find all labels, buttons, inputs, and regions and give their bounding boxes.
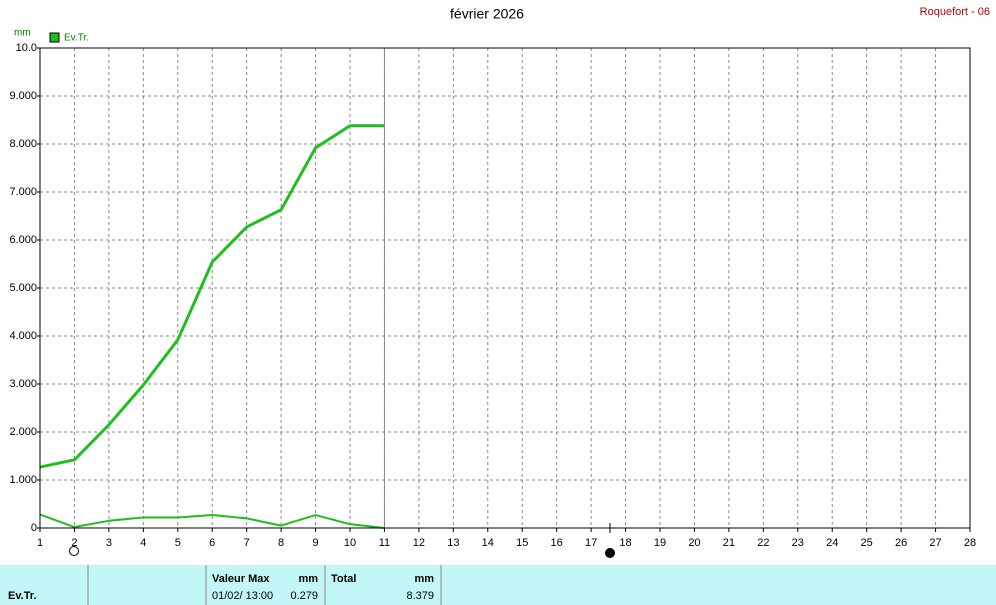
y-tick-label: 5.000	[9, 282, 37, 294]
x-tick-label: 17	[585, 537, 597, 549]
max-value: 0.279	[290, 590, 318, 602]
x-tick-label: 15	[516, 537, 528, 549]
x-tick-label: 24	[826, 537, 838, 549]
x-tick-label: 12	[413, 537, 425, 549]
x-tick-label: 27	[929, 537, 941, 549]
x-tick-label: 26	[895, 537, 907, 549]
y-tick-label: 0	[31, 522, 37, 534]
x-tick-label: 2	[71, 537, 77, 549]
x-tick-label: 5	[175, 537, 181, 549]
max-header: Valeur Max	[212, 573, 270, 585]
total-header: Total	[331, 573, 356, 585]
legend-swatch	[49, 32, 60, 43]
x-tick-label: 4	[140, 537, 146, 549]
x-tick-label: 6	[209, 537, 215, 549]
y-unit: mm	[14, 28, 31, 39]
x-tick-label: 7	[244, 537, 250, 549]
y-tick-label: 6.000	[9, 234, 37, 246]
total-value: 8.379	[406, 590, 434, 602]
y-tick-label: 3.000	[9, 378, 37, 390]
moon-icon	[605, 548, 615, 558]
row-label: Ev.Tr.	[8, 590, 37, 602]
max-unit: mm	[298, 573, 318, 585]
x-tick-label: 3	[106, 537, 112, 549]
max-date: 01/02/ 13:00	[212, 590, 273, 602]
x-tick-label: 28	[964, 537, 976, 549]
y-tick-label: 9.000	[9, 90, 37, 102]
chart-title: février 2026	[450, 6, 524, 22]
x-tick-label: 22	[757, 537, 769, 549]
total-unit: mm	[414, 573, 434, 585]
x-tick-label: 21	[723, 537, 735, 549]
summary-bar	[0, 565, 996, 605]
y-tick-label: 4.000	[9, 330, 37, 342]
plot-border	[39, 47, 971, 529]
x-tick-label: 14	[482, 537, 494, 549]
x-tick-label: 25	[861, 537, 873, 549]
x-tick-label: 8	[278, 537, 284, 549]
legend-label: Ev.Tr.	[64, 33, 89, 44]
x-tick-label: 16	[551, 537, 563, 549]
x-tick-label: 20	[688, 537, 700, 549]
x-tick-label: 18	[619, 537, 631, 549]
y-tick-label: 8.000	[9, 138, 37, 150]
x-tick-label: 9	[312, 537, 318, 549]
y-tick-label: 10.0	[16, 42, 37, 54]
series-line	[39, 513, 385, 529]
moon-icon	[69, 546, 79, 556]
x-tick-label: 1	[37, 537, 43, 549]
x-tick-label: 13	[447, 537, 459, 549]
x-tick-label: 19	[654, 537, 666, 549]
y-tick-label: 1.000	[9, 474, 37, 486]
x-tick-label: 10	[344, 537, 356, 549]
y-tick-label: 2.000	[9, 426, 37, 438]
x-tick-label: 23	[792, 537, 804, 549]
station-name: Roquefort - 06	[920, 6, 990, 18]
x-tick-label: 11	[379, 537, 390, 549]
series-line	[39, 124, 385, 469]
y-tick-label: 7.000	[9, 186, 37, 198]
